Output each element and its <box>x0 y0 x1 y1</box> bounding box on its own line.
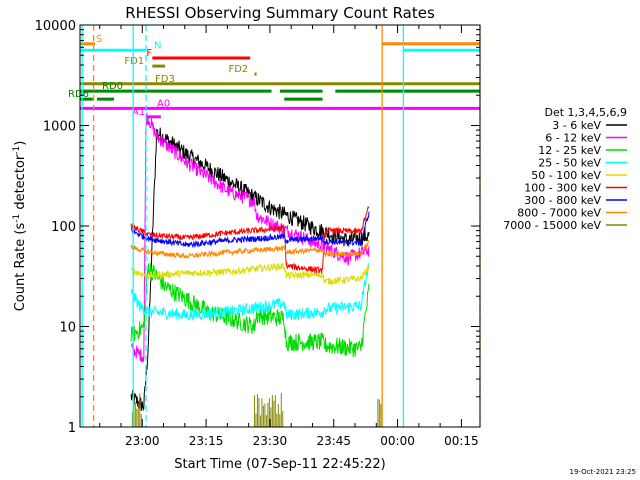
legend-label-12-25-kev: 12 - 25 keV <box>538 144 601 157</box>
series-line-50-100-kev <box>130 262 370 286</box>
series-line-800-7000-kev <box>130 240 369 259</box>
legend-label-7000-15000-kev: 7000 - 15000 keV <box>503 219 601 232</box>
flag-label-fd2: FD2 <box>228 64 248 75</box>
y-axis-label-sup2: -1 <box>12 146 22 155</box>
y-tick-label: 100 <box>51 220 76 235</box>
y-axis-label: Count Rate (s-1 detector-1) <box>12 141 28 312</box>
y-tick-label: 10000 <box>35 19 76 34</box>
axes-group: 23:00 23:15 23:30 23:45 00:00 00:15 1 10 100 1000… <box>35 19 480 448</box>
chart-title: RHESSI Observing Summary Count Rates <box>125 4 435 22</box>
y-tick-label: 10 <box>59 321 76 336</box>
legend-label-50-100-kev: 50 - 100 keV <box>531 169 601 182</box>
flag-label-fd1: FD1 <box>124 56 144 67</box>
legend-label-300-800-kev: 300 - 800 keV <box>524 194 601 207</box>
y-axis-label-sup1: -1 <box>12 214 22 223</box>
flag-label-n: N <box>154 40 161 51</box>
flag-label-fd3: FD3 <box>155 74 175 85</box>
x-tick-label: 00:15 <box>444 434 479 448</box>
x-axis-label: Start Time (07-Sep-11 22:45:22) <box>174 457 385 472</box>
legend-label-3-6-kev: 3 - 6 keV <box>552 119 601 132</box>
timestamp-label: 19-Oct-2021 23:25 <box>570 468 636 476</box>
flag-label-rd6: RD6 <box>68 89 89 100</box>
legend-label-25-50-kev: 25 - 50 keV <box>538 157 601 170</box>
series-line-12-25-kev <box>130 262 370 358</box>
y-tick-label: 1 <box>68 421 76 436</box>
legend-label-100-300-kev: 100 - 300 keV <box>524 182 601 195</box>
legend-title: Det 1,3,4,5,6,9 <box>544 106 627 119</box>
y-axis-label-mid: detector <box>13 154 28 214</box>
x-tick-label: 23:45 <box>316 434 351 448</box>
flag-label-f: F <box>146 48 152 59</box>
x-tick-label: 00:00 <box>380 434 415 448</box>
flag-label-a0: A0 <box>157 98 170 109</box>
series-line-25-50-kev <box>130 262 370 321</box>
legend-label-6-12-kev: 6 - 12 keV <box>545 132 601 145</box>
y-tick-label: 1000 <box>43 120 76 135</box>
x-tick-label: 23:15 <box>189 434 224 448</box>
series-line-100-300-kev <box>130 206 370 275</box>
x-tick-label: 23:30 <box>253 434 288 448</box>
y-axis-label-end: ) <box>13 141 28 146</box>
series-line-3-6-kev <box>130 127 370 411</box>
y-axis-label-main: Count Rate (s <box>13 223 28 312</box>
flag-label-a1: A1 <box>132 107 145 118</box>
x-tick-label: 23:00 <box>125 434 160 448</box>
flag-label-rd0: RD0 <box>102 81 123 92</box>
series-line-300-800-kev <box>131 211 370 249</box>
flag-label-s: S <box>96 34 102 45</box>
legend-label-800-7000-kev: 800 - 7000 keV <box>517 207 601 220</box>
